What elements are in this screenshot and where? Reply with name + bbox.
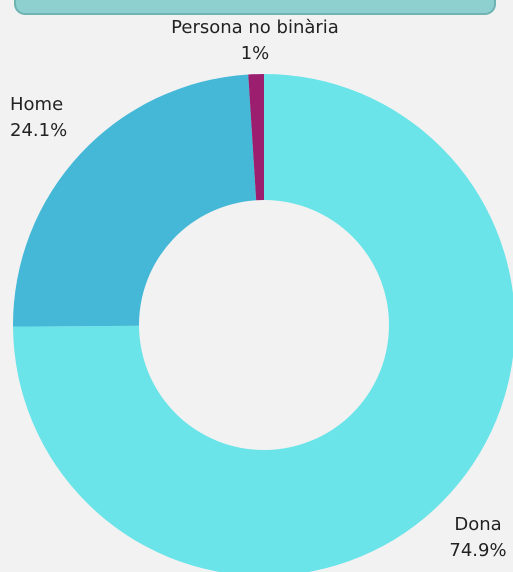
slice-value: 74.9%: [449, 540, 506, 561]
slice-label: Home: [10, 94, 63, 115]
slice: [248, 74, 264, 201]
slice-label: Persona no binària: [171, 17, 339, 38]
slice-value: 24.1%: [10, 120, 67, 141]
slice-label: Dona: [454, 514, 501, 535]
slice: [13, 74, 257, 327]
slice: [13, 74, 513, 572]
header-bar: [14, 0, 496, 15]
slice-value: 1%: [241, 43, 270, 64]
